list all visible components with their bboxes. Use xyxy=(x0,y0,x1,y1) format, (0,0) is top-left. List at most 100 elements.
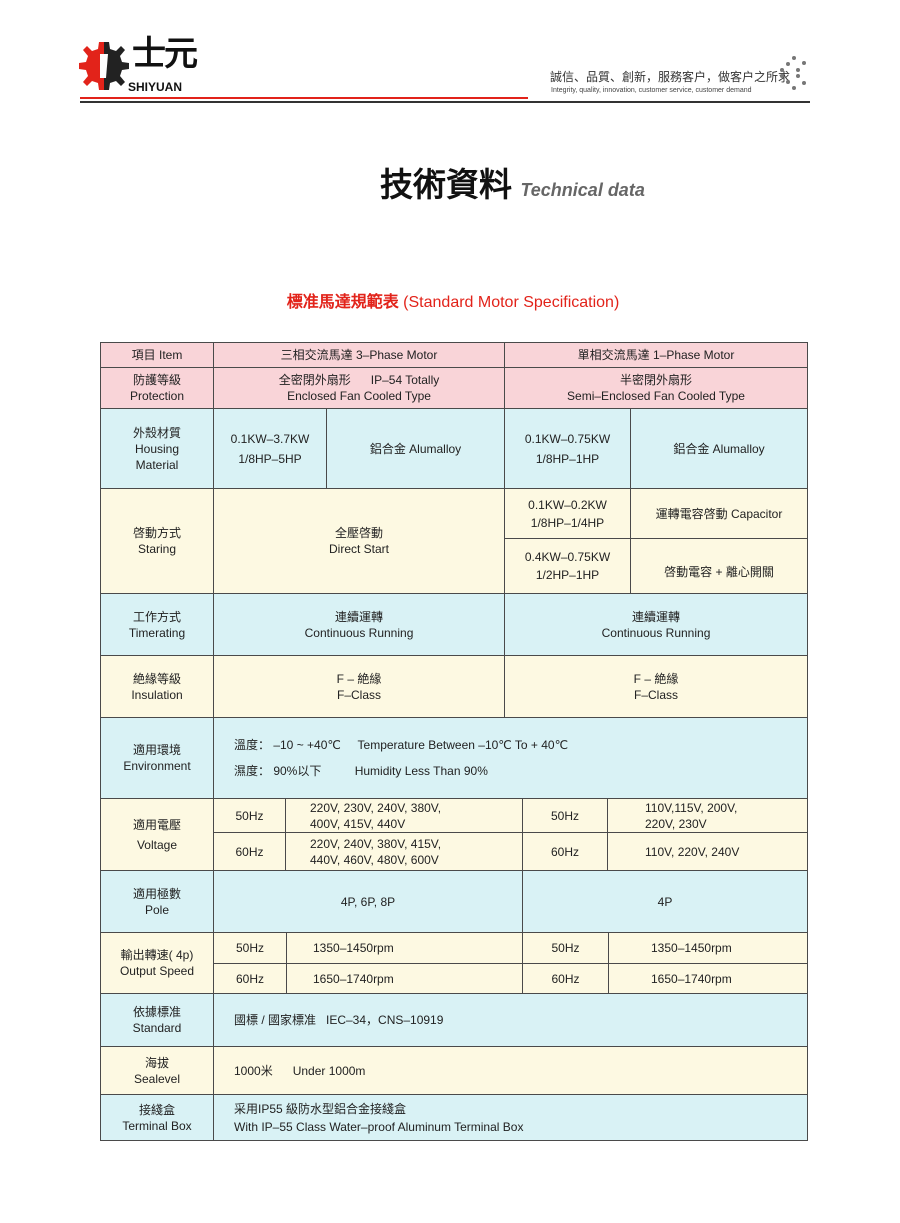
gear-logo-icon xyxy=(79,42,129,90)
environment-value: 溫度： –10 ~ +40℃ Temperature Between –10℃ … xyxy=(214,718,808,799)
label-cn: 輸出轉速( 4p) xyxy=(120,948,194,962)
text: 60Hz xyxy=(551,971,580,986)
label-en: Sealevel xyxy=(133,1071,181,1086)
speed-three-50-rpm: 1350–1450rpm xyxy=(287,933,523,964)
text: 4P, 6P, 8P xyxy=(340,894,396,909)
label-en: Staring xyxy=(137,542,177,556)
pole-label: 適用極數 Pole xyxy=(101,871,214,933)
starting-three: 全壓啓動 Direct Start xyxy=(214,489,505,594)
text: 110V,115V, 200V, xyxy=(645,800,738,815)
text: F–Class xyxy=(633,687,678,702)
dots-chevron-icon xyxy=(780,56,806,90)
text: 半密閉外扇形 xyxy=(619,373,692,387)
text: 采用IP55 級防水型鋁合金接綫盒 xyxy=(234,1101,407,1116)
housing-one-range: 0.1KW–0.75KW 1/8HP–1HP xyxy=(505,409,631,489)
speed-three-60hz: 60Hz xyxy=(214,964,287,994)
table-subtitle: 標准馬達規範表 (Standard Motor Specification) xyxy=(0,288,900,312)
label-en: Insulation xyxy=(131,687,183,702)
terminal-label: 接綫盒 Terminal Box xyxy=(101,1095,214,1141)
header-item-text: 項目 Item xyxy=(131,348,183,362)
label-cn: 適用極數 xyxy=(132,886,181,901)
text: 連續運轉 xyxy=(334,609,383,624)
voltage-three-60-values: 220V, 240V, 380V, 415V, 440V, 460V, 480V,… xyxy=(286,833,523,871)
voltage-three-50hz: 50Hz xyxy=(214,799,286,833)
text: 1350–1450rpm xyxy=(651,941,732,955)
label-cn: 依據標准 xyxy=(132,1005,181,1019)
header-red-line xyxy=(80,97,528,99)
header-three-phase: 三相交流馬達 3–Phase Motor xyxy=(214,343,505,368)
text: 50Hz xyxy=(551,941,580,955)
speed-three-50hz: 50Hz xyxy=(214,933,287,964)
header-three-text: 三相交流馬達 3–Phase Motor xyxy=(280,348,438,362)
text: F – 絶緣 xyxy=(633,671,679,686)
label-en: Environment xyxy=(123,759,191,773)
timerating-label: 工作方式 Timerating xyxy=(101,594,214,656)
text: 0.1KW–3.7KW xyxy=(230,431,310,446)
header-one-phase: 單相交流馬達 1–Phase Motor xyxy=(505,343,808,368)
pole-three: 4P, 6P, 8P xyxy=(214,871,523,933)
text: 220V, 240V, 380V, 415V, xyxy=(310,836,442,851)
protection-three: 全密閉外扇形 IP–54 Totally Enclosed Fan Cooled … xyxy=(214,368,505,409)
label-en: Standard xyxy=(132,1021,182,1035)
slogan-cn: 誠信、品質、創新，服務客户，做客户之所求 xyxy=(550,70,791,84)
text: 440V, 460V, 480V, 600V xyxy=(310,852,439,867)
pole-one: 4P xyxy=(523,871,808,933)
text: F–Class xyxy=(336,687,381,702)
label-cn: 海拔 xyxy=(144,1055,169,1070)
text: 濕度： 90%以下 Humidity Less Than 90% xyxy=(234,764,488,778)
subtitle-cn: 標准馬達規範表 xyxy=(286,294,399,311)
insulation-one: F – 絶緣 F–Class xyxy=(505,656,808,718)
text: Direct Start xyxy=(328,542,389,556)
starting-label: 啓動方式 Staring xyxy=(101,489,214,594)
text: 1000米 Under 1000m xyxy=(234,1063,366,1078)
voltage-one-60hz: 60Hz xyxy=(523,833,608,871)
text: With IP–55 Class Water–proof Aluminum Te… xyxy=(234,1119,524,1134)
title-en: Technical data xyxy=(520,180,645,200)
speed-one-60hz: 60Hz xyxy=(523,964,609,994)
text: 鋁合金 Alumalloy xyxy=(673,441,765,456)
label-en: Output Speed xyxy=(119,964,195,978)
text: 0.4KW–0.75KW xyxy=(524,550,611,564)
starting-one-a-type: 運轉電容啓動 Capacitor xyxy=(631,489,808,539)
text: F – 絶緣 xyxy=(336,671,382,686)
speed-one-50-rpm: 1350–1450rpm xyxy=(609,933,808,964)
header-black-line xyxy=(80,101,810,103)
slogan-en: Integrity, quality, innovation, customer… xyxy=(551,87,752,94)
label-en: Protection xyxy=(129,389,185,403)
text: 220V, 230V, 240V, 380V, xyxy=(310,800,442,815)
sealevel-value: 1000米 Under 1000m xyxy=(214,1047,808,1095)
logo-cn: 士元 xyxy=(132,34,198,74)
text: 110V, 220V, 240V xyxy=(645,844,740,859)
text: 50Hz xyxy=(235,808,264,823)
text: 50Hz xyxy=(235,941,264,955)
standard-value: 國標 / 國家標准 IEC–34，CNS–10919 xyxy=(214,994,808,1047)
text: 400V, 415V, 440V xyxy=(310,816,406,831)
label-cn: 絶緣等級 xyxy=(132,671,181,686)
label-cn: 適用電壓 xyxy=(132,817,181,832)
text: 60Hz xyxy=(235,844,264,859)
text: Continuous Running xyxy=(304,625,414,640)
label-en: Terminal Box xyxy=(122,1118,192,1133)
speed-one-50hz: 50Hz xyxy=(523,933,609,964)
starting-one-b-range: 0.4KW–0.75KW 1/2HP–1HP xyxy=(505,539,631,594)
label-cn: 接綫盒 xyxy=(138,1102,175,1117)
speed-three-60-rpm: 1650–1740rpm xyxy=(287,964,523,994)
housing-label: 外殼材質 Housing Material xyxy=(101,409,214,489)
voltage-one-50-values: 110V,115V, 200V, 220V, 230V xyxy=(608,799,808,833)
label-cn: 防護等級 xyxy=(132,373,181,387)
title-cn: 技術資料 xyxy=(380,165,512,204)
insulation-three: F – 絶緣 F–Class xyxy=(214,656,505,718)
label-cn: 啓動方式 xyxy=(132,526,181,540)
standard-label: 依據標准 Standard xyxy=(101,994,214,1047)
voltage-three-50-values: 220V, 230V, 240V, 380V, 400V, 415V, 440V xyxy=(286,799,523,833)
label-en: Timerating xyxy=(128,625,186,640)
text: 1350–1450rpm xyxy=(313,941,394,955)
text: 國標 / 國家標准 IEC–34，CNS–10919 xyxy=(234,1013,444,1027)
housing-three-material: 鋁合金 Alumalloy xyxy=(327,409,505,489)
housing-one-material: 鋁合金 Alumalloy xyxy=(631,409,808,489)
text: 全密閉外扇形 IP–54 Totally xyxy=(278,373,440,387)
label-en: Voltage xyxy=(136,837,178,852)
environment-label: 適用環境 Environment xyxy=(101,718,214,799)
timerating-one: 連續運轉 Continuous Running xyxy=(505,594,808,656)
